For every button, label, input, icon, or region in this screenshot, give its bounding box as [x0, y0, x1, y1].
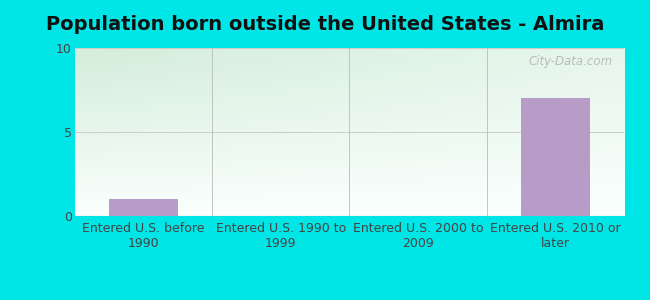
Text: Population born outside the United States - Almira: Population born outside the United State… — [46, 15, 605, 34]
Bar — [109, 199, 177, 216]
Bar — [521, 98, 590, 216]
Text: City-Data.com: City-Data.com — [529, 55, 613, 68]
